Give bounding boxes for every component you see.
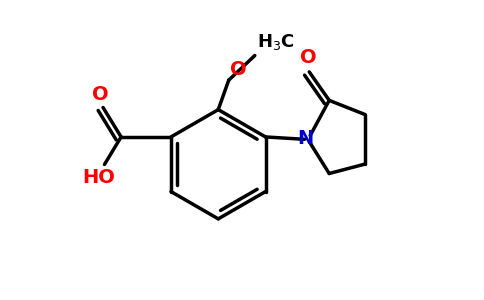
Text: HO: HO	[82, 168, 115, 187]
Text: O: O	[92, 85, 109, 104]
Text: O: O	[300, 48, 317, 67]
Text: O: O	[229, 60, 246, 79]
Text: N: N	[297, 129, 314, 148]
Text: H$_3$C: H$_3$C	[257, 32, 295, 52]
